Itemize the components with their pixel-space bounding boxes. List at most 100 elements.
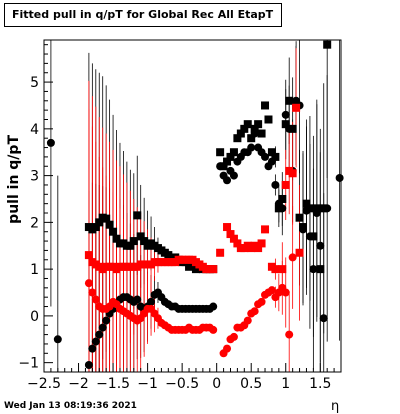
black-circle-marker <box>261 152 270 161</box>
black-circle-marker <box>285 124 294 133</box>
red-square-marker <box>295 248 304 257</box>
black-square-marker <box>216 148 225 157</box>
black-circle-marker <box>53 335 62 344</box>
timestamp: Wed Jan 13 08:19:36 2021 <box>4 401 137 411</box>
black-square-marker <box>257 129 266 138</box>
black-circle-marker <box>299 225 308 234</box>
black-square-marker <box>140 237 149 246</box>
red-square-marker <box>223 223 232 232</box>
red-square-marker <box>209 265 218 274</box>
red-square-marker <box>254 244 263 253</box>
red-circle-marker <box>84 279 93 288</box>
black-square-marker <box>91 223 100 232</box>
chart-title: Fitted pull in q/pT for Global Rec All E… <box>4 3 282 27</box>
x-tick-label: 0.5 <box>240 376 262 392</box>
black-circle-marker <box>147 297 156 306</box>
red-circle-marker <box>281 288 290 297</box>
red-circle-marker <box>288 253 297 262</box>
black-square-marker <box>223 157 232 166</box>
red-circle-marker <box>285 330 294 339</box>
red-square-marker <box>226 230 235 239</box>
black-square-marker <box>316 265 325 274</box>
black-square-marker <box>285 96 294 105</box>
red-circle-marker <box>223 344 232 353</box>
y-tick-label: 5 <box>30 75 39 91</box>
black-square-marker <box>133 211 142 220</box>
black-square-marker <box>247 134 256 143</box>
black-circle-marker <box>250 129 259 138</box>
black-circle-marker <box>267 157 276 166</box>
red-square-marker <box>261 225 270 234</box>
x-tick-label: −1.5 <box>96 376 130 392</box>
x-tick-label: 0 <box>212 376 221 392</box>
red-circle-marker <box>267 286 276 295</box>
black-square-marker <box>164 251 173 260</box>
black-circle-marker <box>302 206 311 215</box>
red-square-marker <box>233 239 242 248</box>
red-square-marker <box>288 169 297 178</box>
black-square-marker <box>226 152 235 161</box>
red-circle-marker <box>91 295 100 304</box>
error-bars-layer <box>50 40 341 372</box>
black-circle-marker <box>209 302 218 311</box>
black-square-marker <box>136 232 145 241</box>
black-square-marker <box>312 204 321 213</box>
black-square-marker <box>126 241 135 250</box>
black-square-marker <box>302 199 311 208</box>
red-circle-marker <box>250 307 259 316</box>
red-circle-marker <box>229 332 238 341</box>
black-circle-marker <box>95 330 104 339</box>
black-square-marker <box>295 213 304 222</box>
y-tick-label: −1 <box>18 356 39 372</box>
black-square-marker <box>240 124 249 133</box>
red-circle-marker <box>257 297 266 306</box>
black-square-marker <box>105 220 114 229</box>
y-tick-label: 2 <box>30 215 39 231</box>
black-square-marker <box>323 40 332 49</box>
black-circle-marker <box>216 162 225 171</box>
black-circle-marker <box>102 316 111 325</box>
y-tick-label: 3 <box>30 169 39 185</box>
black-square-marker <box>236 129 245 138</box>
red-square-marker <box>257 239 266 248</box>
black-square-marker <box>271 152 280 161</box>
y-axis-label: pull in q/pT <box>6 135 22 224</box>
black-circle-marker <box>305 232 314 241</box>
black-circle-marker <box>312 209 321 218</box>
black-circle-marker <box>309 265 318 274</box>
x-tick-label: −0.5 <box>165 376 199 392</box>
black-square-marker <box>281 120 290 129</box>
black-circle-marker <box>319 314 328 323</box>
red-square-marker <box>216 248 225 257</box>
black-square-marker <box>95 218 104 227</box>
black-square-marker <box>267 148 276 157</box>
black-circle-marker <box>281 110 290 119</box>
red-square-marker <box>292 103 301 112</box>
black-square-marker <box>305 204 314 213</box>
black-circle-marker <box>84 360 93 369</box>
black-square-marker <box>250 124 259 133</box>
black-square-marker <box>109 227 118 236</box>
red-circle-marker <box>88 288 97 297</box>
black-square-marker <box>233 134 242 143</box>
black-circle-marker <box>247 143 256 152</box>
black-square-marker <box>229 148 238 157</box>
black-square-marker <box>254 120 263 129</box>
black-circle-marker <box>271 180 280 189</box>
red-square-marker <box>84 251 93 260</box>
black-circle-marker <box>46 138 55 147</box>
y-tick-label: 1 <box>30 262 39 278</box>
x-tick-label: −2 <box>68 376 89 392</box>
black-circle-marker <box>133 295 142 304</box>
black-square-marker <box>112 234 121 243</box>
black-circle-marker <box>98 323 107 332</box>
axis-ticks-layer: −2.5 −2 −1.5 −1 −0.5 0 0.5 1 1.5 −1 0 1 2 3 4 5 <box>18 44 342 392</box>
red-square-marker <box>271 265 280 274</box>
black-circle-marker <box>335 173 344 182</box>
black-square-marker <box>278 194 287 203</box>
black-square-marker <box>261 101 270 110</box>
black-square-marker <box>243 120 252 129</box>
red-circle-marker <box>209 325 218 334</box>
black-circle-marker <box>323 204 332 213</box>
